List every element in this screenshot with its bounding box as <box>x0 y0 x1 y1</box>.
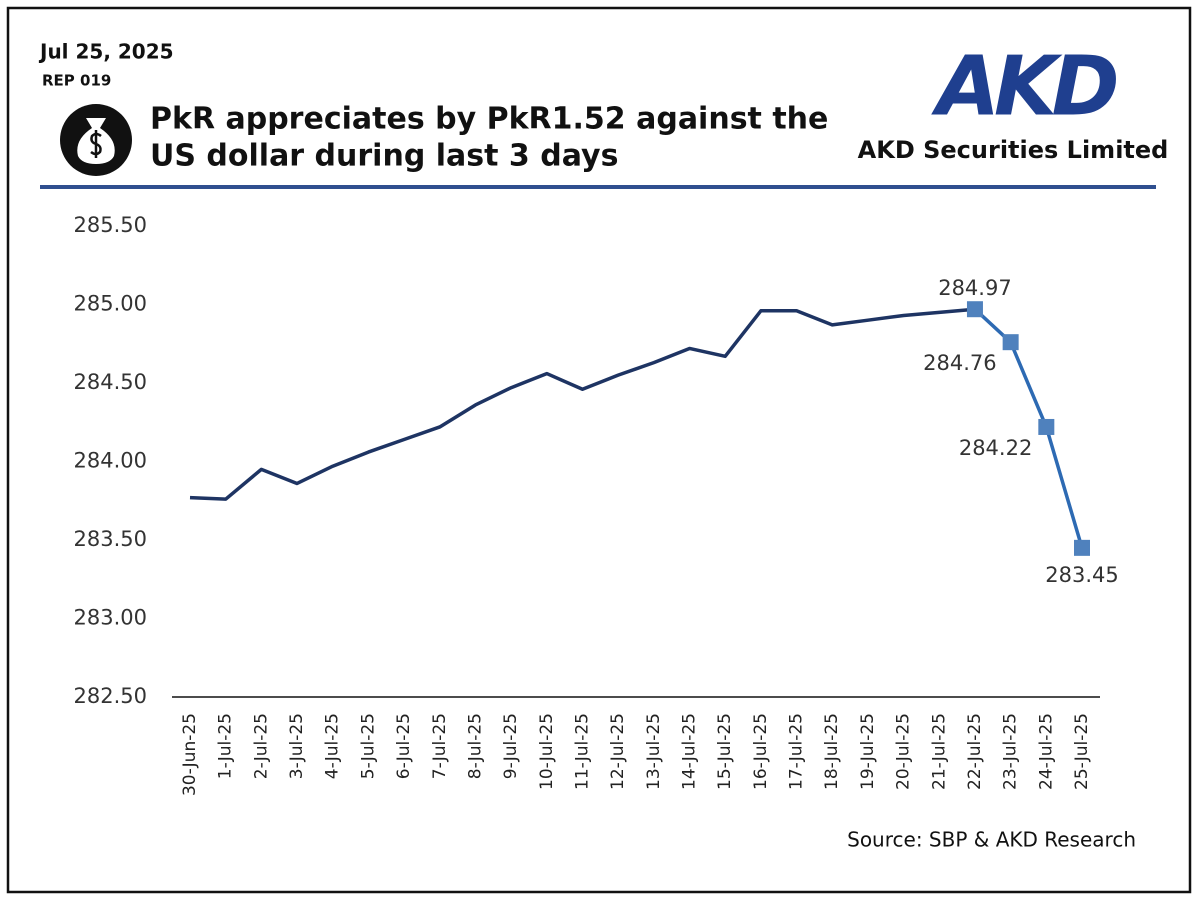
frame <box>6 6 1192 894</box>
x-tick-label: 5-Jul-25 <box>358 713 378 779</box>
source: Source: SBP & AKD Research <box>847 828 1136 852</box>
data-label: 284.22 <box>959 436 1032 460</box>
x-tick-label: 13-Jul-25 <box>644 713 664 790</box>
x-tick-label: 17-Jul-25 <box>787 713 807 790</box>
x-tick-label: 12-Jul-25 <box>608 713 628 790</box>
report-id: REP 019 <box>42 72 111 90</box>
x-tick-label: 3-Jul-25 <box>287 713 307 779</box>
y-tick-label: 285.50 <box>74 213 147 237</box>
data-label: 284.76 <box>923 351 996 375</box>
x-tick-label: 23-Jul-25 <box>1001 713 1021 790</box>
marker <box>966 301 983 318</box>
x-tick-label: 24-Jul-25 <box>1036 713 1056 790</box>
line <box>973 307 1084 549</box>
y-tick-label: 284.50 <box>74 370 147 394</box>
x-tick-label: 7-Jul-25 <box>430 713 450 779</box>
line <box>189 307 976 501</box>
x-tick-label: 11-Jul-25 <box>572 713 592 790</box>
x-tick-label: 2-Jul-25 <box>251 713 271 779</box>
date: Jul 25, 2025 <box>38 40 174 64</box>
x-tick-label: 15-Jul-25 <box>715 713 735 790</box>
marker <box>1074 539 1090 556</box>
x-tick-label: 21-Jul-25 <box>929 713 949 790</box>
y-tick-label: 283.00 <box>74 606 147 630</box>
x-tick-label: 1-Jul-25 <box>216 713 236 779</box>
marker <box>1038 418 1055 435</box>
x-tick-label: 16-Jul-25 <box>751 713 771 790</box>
x-tick-label: 14-Jul-25 <box>680 713 700 790</box>
x-tick-label: 10-Jul-25 <box>537 713 557 790</box>
money-bag-icon <box>60 104 132 176</box>
y-tick-label: 282.50 <box>74 684 147 708</box>
x-tick-label: 25-Jul-25 <box>1072 713 1092 790</box>
x-tick-label: 20-Jul-25 <box>894 713 914 790</box>
x-tick-label: 6-Jul-25 <box>394 713 414 779</box>
marker <box>1002 334 1019 351</box>
x-tick-label: 19-Jul-25 <box>858 713 878 790</box>
x-tick-label: 9-Jul-25 <box>501 713 521 779</box>
x-tick-label: 22-Jul-25 <box>965 713 985 790</box>
chart-title: US dollar during last 3 days <box>150 139 618 174</box>
chart-title: PkR appreciates by PkR1.52 against the <box>150 102 828 137</box>
data-label: 284.97 <box>938 276 1011 300</box>
logo: AKD <box>930 39 1116 134</box>
y-tick-label: 284.00 <box>74 449 147 473</box>
x-tick-label: 30-Jun-25 <box>180 713 200 796</box>
x-tick-label: 4-Jul-25 <box>323 713 343 779</box>
data-label: 283.45 <box>1045 563 1118 587</box>
x-tick-label: 8-Jul-25 <box>465 713 485 779</box>
y-tick-label: 285.00 <box>74 292 147 316</box>
y-tick-label: 283.50 <box>74 527 147 551</box>
x-tick-label: 18-Jul-25 <box>822 713 842 790</box>
company-name: AKD Securities Limited <box>858 136 1169 164</box>
